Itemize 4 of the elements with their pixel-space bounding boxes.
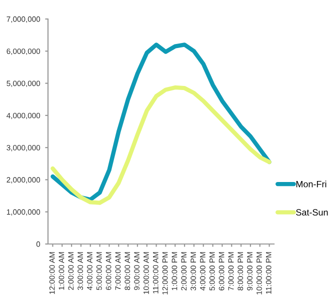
line-series: [50, 42, 272, 202]
line-series: [50, 85, 272, 205]
legend-label: Sat-Sun: [296, 209, 328, 216]
legend-label: Mon-Fri: [296, 180, 326, 188]
